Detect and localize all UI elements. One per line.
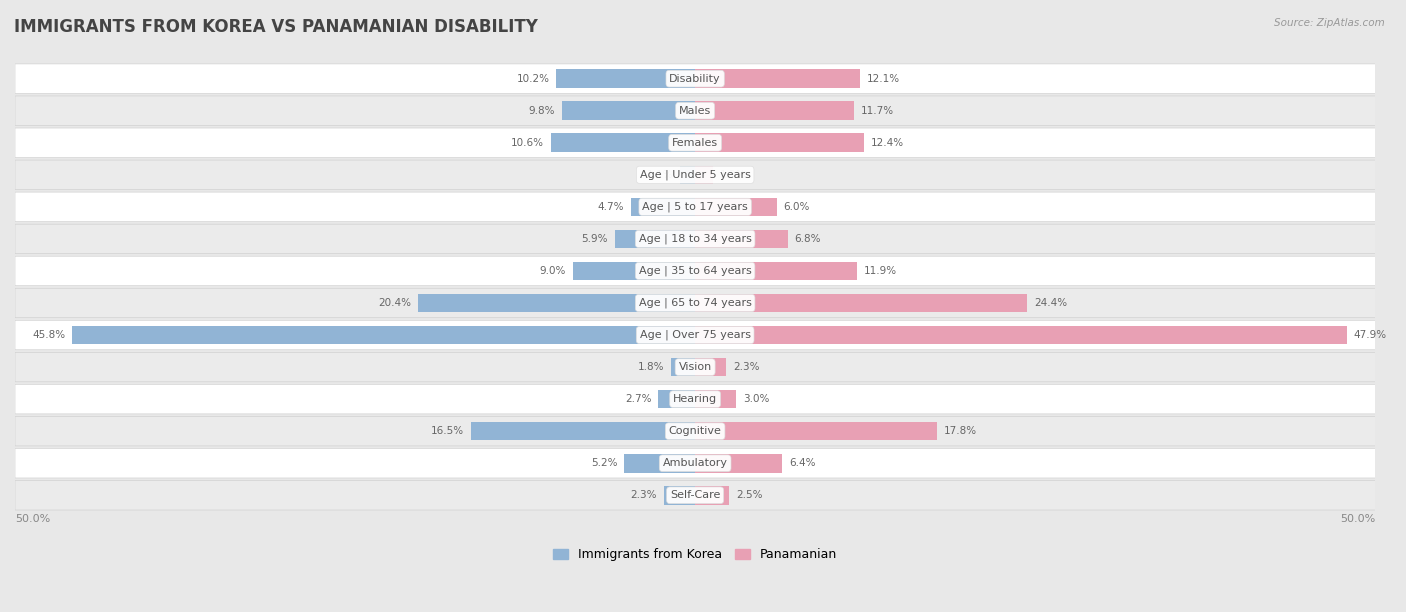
Text: 24.4%: 24.4% xyxy=(1033,298,1067,308)
Bar xyxy=(695,230,787,248)
Bar xyxy=(664,486,695,504)
FancyBboxPatch shape xyxy=(15,449,1375,478)
FancyBboxPatch shape xyxy=(15,288,1375,318)
Text: 6.4%: 6.4% xyxy=(789,458,815,468)
Text: 5.2%: 5.2% xyxy=(591,458,617,468)
Bar xyxy=(695,454,782,472)
Text: 2.5%: 2.5% xyxy=(735,490,762,500)
Text: 1.8%: 1.8% xyxy=(637,362,664,372)
Text: Vision: Vision xyxy=(679,362,711,372)
Text: 10.6%: 10.6% xyxy=(512,138,544,147)
Text: 45.8%: 45.8% xyxy=(32,330,65,340)
Text: 1.1%: 1.1% xyxy=(647,170,673,180)
Text: 11.9%: 11.9% xyxy=(863,266,897,276)
Bar xyxy=(695,262,858,280)
Text: 6.0%: 6.0% xyxy=(783,202,810,212)
Bar xyxy=(624,454,695,472)
Text: Males: Males xyxy=(679,106,711,116)
Text: Age | 5 to 17 years: Age | 5 to 17 years xyxy=(643,201,748,212)
FancyBboxPatch shape xyxy=(15,480,1375,510)
Bar xyxy=(614,230,695,248)
Text: 12.4%: 12.4% xyxy=(870,138,904,147)
FancyBboxPatch shape xyxy=(15,96,1375,125)
Text: 16.5%: 16.5% xyxy=(430,426,464,436)
Text: 3.0%: 3.0% xyxy=(742,394,769,404)
Text: Source: ZipAtlas.com: Source: ZipAtlas.com xyxy=(1274,18,1385,28)
Bar xyxy=(551,133,695,152)
Text: 2.3%: 2.3% xyxy=(630,490,657,500)
Text: 17.8%: 17.8% xyxy=(943,426,977,436)
Bar xyxy=(72,326,695,345)
Text: 11.7%: 11.7% xyxy=(860,106,894,116)
Text: IMMIGRANTS FROM KOREA VS PANAMANIAN DISABILITY: IMMIGRANTS FROM KOREA VS PANAMANIAN DISA… xyxy=(14,18,538,36)
Bar xyxy=(658,390,695,408)
Text: 1.3%: 1.3% xyxy=(720,170,747,180)
Bar xyxy=(695,422,938,441)
Bar xyxy=(695,133,863,152)
Text: 2.3%: 2.3% xyxy=(734,362,759,372)
Bar xyxy=(572,262,695,280)
Bar xyxy=(671,358,695,376)
Bar xyxy=(418,294,695,312)
Text: Self-Care: Self-Care xyxy=(671,490,720,500)
FancyBboxPatch shape xyxy=(15,64,1375,94)
Text: 5.9%: 5.9% xyxy=(582,234,607,244)
Text: Cognitive: Cognitive xyxy=(669,426,721,436)
Text: 9.8%: 9.8% xyxy=(529,106,555,116)
Bar xyxy=(695,326,1347,345)
Bar xyxy=(471,422,695,441)
Text: Hearing: Hearing xyxy=(673,394,717,404)
Text: 6.8%: 6.8% xyxy=(794,234,821,244)
Bar xyxy=(695,198,776,216)
FancyBboxPatch shape xyxy=(15,160,1375,190)
Bar xyxy=(695,486,730,504)
Text: Ambulatory: Ambulatory xyxy=(662,458,728,468)
Text: 12.1%: 12.1% xyxy=(866,73,900,84)
Text: 20.4%: 20.4% xyxy=(378,298,411,308)
FancyBboxPatch shape xyxy=(15,320,1375,350)
Text: Females: Females xyxy=(672,138,718,147)
Bar xyxy=(557,69,695,88)
Text: 2.7%: 2.7% xyxy=(626,394,651,404)
Text: Age | 35 to 64 years: Age | 35 to 64 years xyxy=(638,266,752,276)
Text: 50.0%: 50.0% xyxy=(1340,514,1375,524)
Text: 9.0%: 9.0% xyxy=(540,266,567,276)
Text: Age | 65 to 74 years: Age | 65 to 74 years xyxy=(638,298,752,308)
Bar xyxy=(695,69,859,88)
Text: Age | Over 75 years: Age | Over 75 years xyxy=(640,330,751,340)
Text: 10.2%: 10.2% xyxy=(516,73,550,84)
Bar xyxy=(695,102,855,120)
Text: Age | 18 to 34 years: Age | 18 to 34 years xyxy=(638,234,752,244)
Text: 50.0%: 50.0% xyxy=(15,514,51,524)
Text: Age | Under 5 years: Age | Under 5 years xyxy=(640,170,751,180)
Bar xyxy=(681,165,695,184)
FancyBboxPatch shape xyxy=(15,128,1375,157)
FancyBboxPatch shape xyxy=(15,224,1375,253)
Bar xyxy=(695,358,727,376)
Text: Disability: Disability xyxy=(669,73,721,84)
FancyBboxPatch shape xyxy=(15,353,1375,382)
Bar xyxy=(695,165,713,184)
FancyBboxPatch shape xyxy=(15,384,1375,414)
Bar xyxy=(562,102,695,120)
FancyBboxPatch shape xyxy=(15,192,1375,222)
Bar xyxy=(695,390,735,408)
Bar xyxy=(695,294,1026,312)
FancyBboxPatch shape xyxy=(15,416,1375,446)
FancyBboxPatch shape xyxy=(15,256,1375,286)
Bar xyxy=(631,198,695,216)
Text: 47.9%: 47.9% xyxy=(1354,330,1386,340)
Text: 4.7%: 4.7% xyxy=(598,202,624,212)
Legend: Immigrants from Korea, Panamanian: Immigrants from Korea, Panamanian xyxy=(550,544,841,565)
